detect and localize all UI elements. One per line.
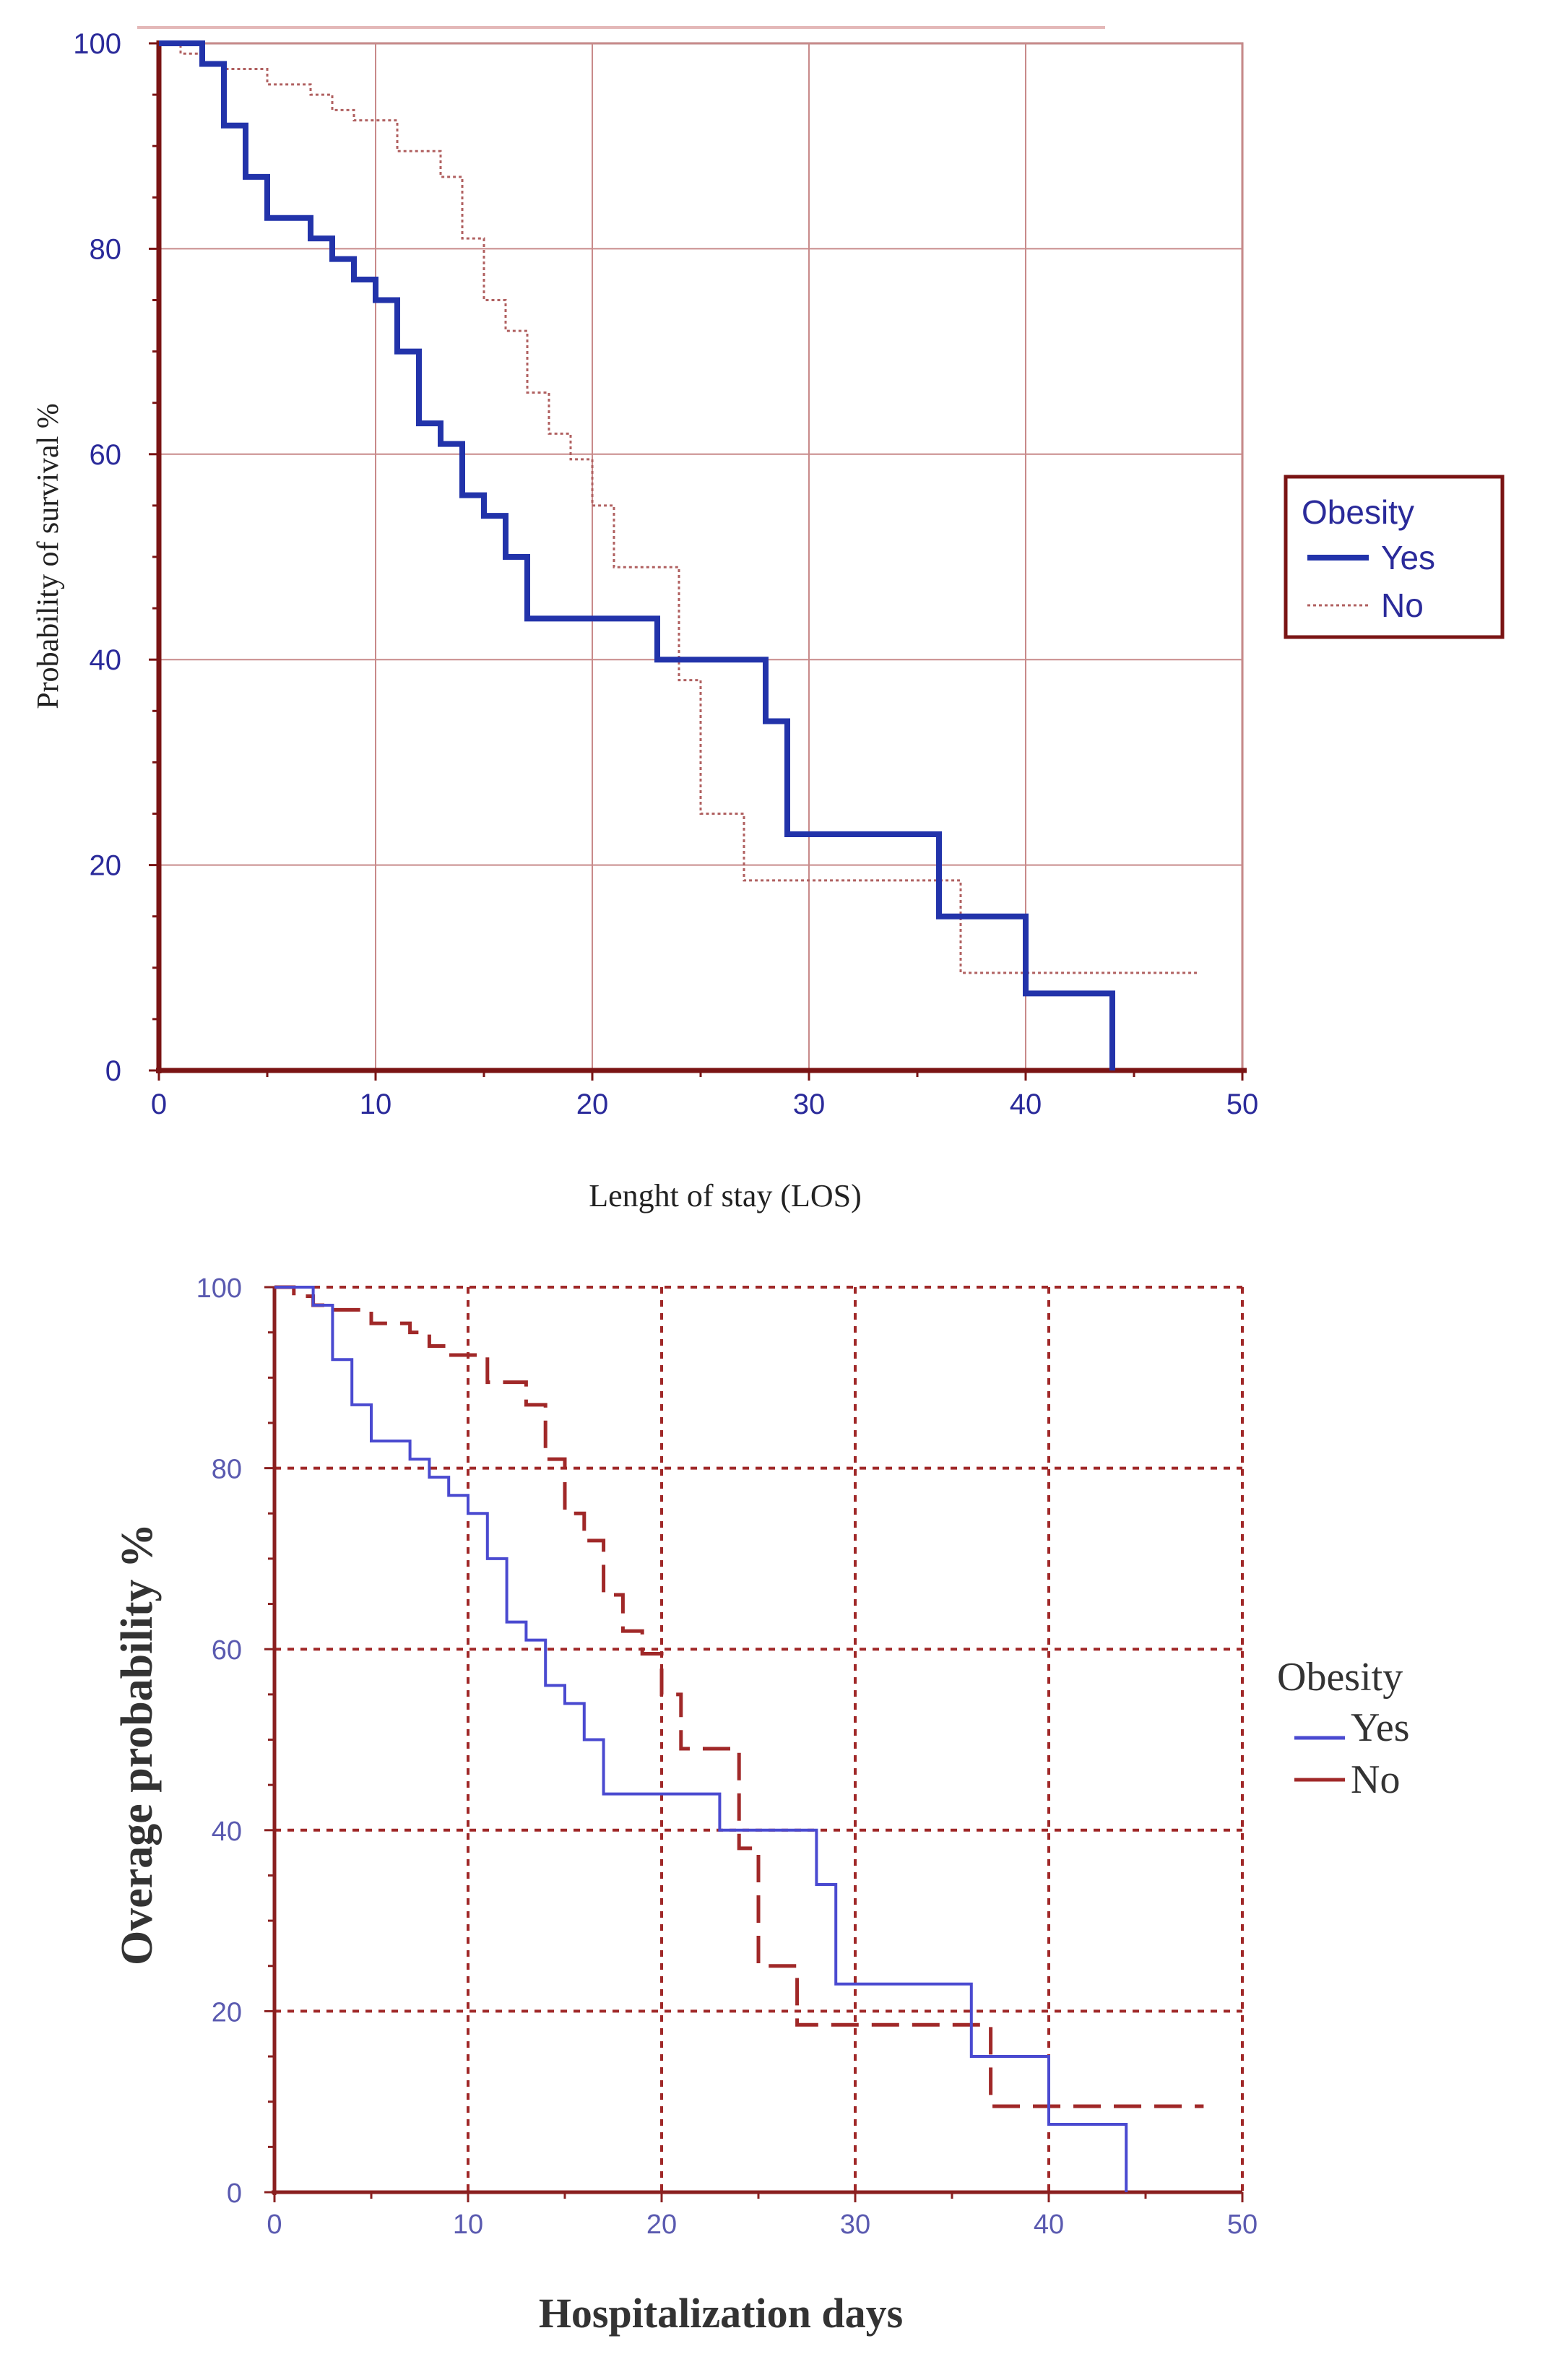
chart-2-ytick-label: 40 [212, 1817, 242, 1847]
chart-2-legend-title: Obesity [1277, 1655, 1403, 1700]
chart-1-y-tick-labels: 0 20 40 60 80 100 [73, 28, 121, 1087]
chart-1: 0 20 40 60 80 100 0 10 20 30 40 50 Lenght of stay … [32, 26, 1505, 1213]
chart-1-series-no [159, 42, 1199, 974]
chart-2-x-tick-labels: 0 10 20 30 40 50 [267, 2210, 1258, 2240]
chart-2-ytick-label: 60 [212, 1635, 242, 1666]
chart-2-xtick-label: 20 [646, 2210, 677, 2240]
chart-2-series-no [274, 1285, 1204, 2108]
chart-1-ytick-label: 80 [90, 233, 122, 265]
chart-2-ytick-label: 0 [227, 2178, 242, 2209]
chart-1-x-tick-labels: 0 10 20 30 40 50 [151, 1089, 1258, 1120]
chart-1-x-axis-label: Lenght of stay (LOS) [589, 1178, 862, 1213]
chart-2-legend-label-yes: Yes [1351, 1705, 1409, 1750]
chart-2-legend-label-no: No [1351, 1757, 1400, 1802]
chart-2-xtick-label: 10 [453, 2210, 483, 2240]
chart-2-ytick-label: 20 [212, 1997, 242, 2028]
chart-2-y-axis-label: Overage probability % [113, 1523, 162, 1965]
chart-1-xtick-label: 10 [360, 1089, 392, 1120]
chart-1-legend: Obesity Yes No [1284, 475, 1505, 639]
chart-2: 0 20 40 60 80 100 0 10 20 30 40 50 Hospitalization… [113, 1273, 1409, 2337]
chart-2-grid [274, 1286, 1244, 2192]
chart-1-xtick-label: 40 [1010, 1089, 1042, 1120]
chart-1-ytick-label: 100 [73, 28, 121, 60]
chart-1-legend-label-no: No [1381, 587, 1424, 624]
chart-2-ytick-label: 80 [212, 1455, 242, 1485]
chart-1-ytick-label: 0 [105, 1055, 121, 1087]
chart-2-xtick-label: 50 [1227, 2210, 1258, 2240]
chart-1-xtick-label: 30 [793, 1089, 826, 1120]
chart-1-y-axis-label: Probability of survival % [32, 403, 65, 709]
chart-1-ytick-label: 20 [90, 850, 122, 882]
chart-2-y-tick-labels: 0 20 40 60 80 100 [196, 1273, 242, 2209]
chart-1-xtick-label: 50 [1226, 1089, 1259, 1120]
chart-1-legend-label-yes: Yes [1381, 539, 1435, 576]
chart-2-series-yes [274, 1286, 1128, 2192]
chart-2-ytick-label: 100 [196, 1273, 242, 1304]
chart-1-xtick-label: 0 [151, 1089, 167, 1120]
chart-2-legend: Obesity Yes No [1277, 1655, 1409, 1802]
chart-1-minor-ticks [149, 42, 1244, 1081]
chart-2-xtick-label: 40 [1034, 2210, 1064, 2240]
chart-2-x-axis-label: Hospitalization days [539, 2290, 903, 2337]
chart-2-xtick-label: 30 [840, 2210, 870, 2240]
chart-1-grid [159, 43, 1243, 1070]
chart-1-plot-border [157, 42, 1244, 1072]
chart-1-series-yes [159, 40, 1115, 1070]
chart-1-series [159, 40, 1199, 1070]
chart-1-ytick-label: 60 [90, 439, 122, 471]
chart-2-xtick-label: 0 [267, 2210, 282, 2240]
chart-1-ytick-label: 40 [90, 644, 122, 676]
chart-1-xtick-label: 20 [576, 1089, 609, 1120]
chart-1-legend-title: Obesity [1302, 493, 1414, 531]
chart-2-series [274, 1285, 1204, 2192]
chart-2-minor-ticks [264, 1286, 1244, 2202]
